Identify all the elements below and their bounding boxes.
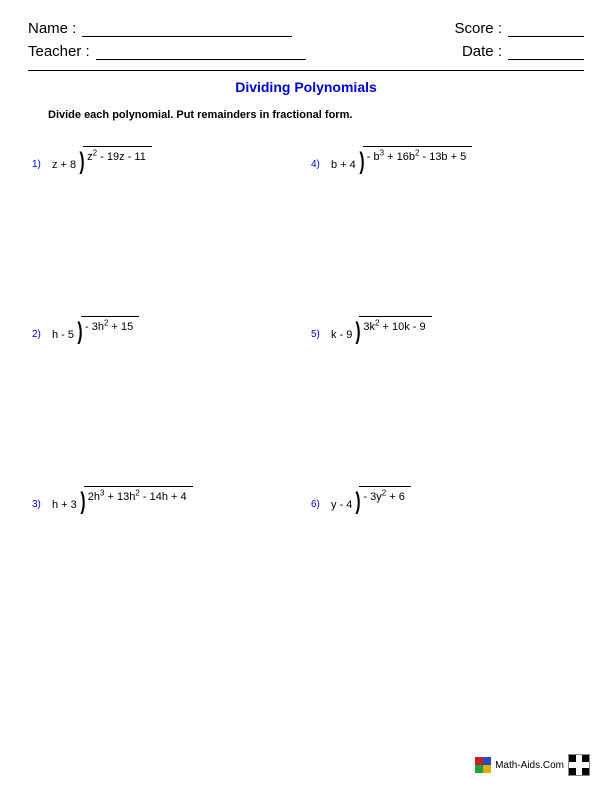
name-field: Name : [28, 20, 292, 37]
footer-site: Math-Aids.Com [495, 760, 564, 771]
problem-number: 4) [311, 149, 331, 170]
teacher-field: Teacher : [28, 43, 306, 60]
score-label: Score : [454, 20, 502, 37]
score-field: Score : [454, 20, 584, 37]
teacher-label: Teacher : [28, 43, 90, 60]
problem: 2)h - 5 )- 3h2 + 15 [32, 319, 301, 489]
logo-icon [475, 757, 491, 773]
division-expr: y - 4 )- 3y2 + 6 [331, 489, 411, 511]
qr-icon [568, 754, 590, 776]
problem-number: 2) [32, 319, 52, 340]
problem: 5)k - 9 )3k2 + 10k - 9 [311, 319, 580, 489]
divisor: k - 9 [331, 321, 354, 341]
teacher-line[interactable] [96, 46, 306, 60]
problem: 4)b + 4 )- b3 + 16b2 - 13b + 5 [311, 149, 580, 319]
division-expr: z + 8 )z2 - 19z - 11 [52, 149, 152, 171]
footer: Math-Aids.Com [475, 754, 590, 776]
name-label: Name : [28, 20, 76, 37]
dividend: z2 - 19z - 11 [83, 146, 152, 163]
dividend: 2h3 + 13h2 - 14h + 4 [84, 486, 193, 503]
date-label: Date : [462, 43, 502, 60]
name-line[interactable] [82, 23, 292, 37]
dividend: - 3h2 + 15 [81, 316, 139, 333]
division-bracket-icon: ) [356, 322, 361, 342]
divisor: y - 4 [331, 491, 354, 511]
problem-number: 5) [311, 319, 331, 340]
division-expr: b + 4 )- b3 + 16b2 - 13b + 5 [331, 149, 472, 171]
problem: 3)h + 3 )2h3 + 13h2 - 14h + 4 [32, 489, 301, 659]
divisor: h + 3 [52, 491, 79, 511]
division-expr: h - 5 )- 3h2 + 15 [52, 319, 139, 341]
problem-number: 6) [311, 489, 331, 510]
division-bracket-icon: ) [77, 322, 82, 342]
score-line[interactable] [508, 23, 584, 37]
division-expr: h + 3 )2h3 + 13h2 - 14h + 4 [52, 489, 193, 511]
problem: 1)z + 8 )z2 - 19z - 11 [32, 149, 301, 319]
divisor: b + 4 [331, 151, 358, 171]
header-divider [28, 70, 584, 71]
date-field: Date : [462, 43, 584, 60]
instruction-text: Divide each polynomial. Put remainders i… [48, 109, 584, 121]
division-bracket-icon: ) [80, 492, 85, 512]
division-expr: k - 9 )3k2 + 10k - 9 [331, 319, 432, 341]
problems-grid: 1)z + 8 )z2 - 19z - 114)b + 4 )- b3 + 16… [28, 149, 584, 659]
divisor: z + 8 [52, 151, 78, 171]
dividend: - 3y2 + 6 [359, 486, 410, 503]
division-bracket-icon: ) [80, 152, 85, 172]
dividend: - b3 + 16b2 - 13b + 5 [363, 146, 472, 163]
dividend: 3k2 + 10k - 9 [359, 316, 431, 333]
divisor: h - 5 [52, 321, 76, 341]
problem-number: 1) [32, 149, 52, 170]
problem: 6)y - 4 )- 3y2 + 6 [311, 489, 580, 659]
page-title: Dividing Polynomials [28, 79, 584, 95]
date-line[interactable] [508, 46, 584, 60]
problem-number: 3) [32, 489, 52, 510]
division-bracket-icon: ) [356, 492, 361, 512]
division-bracket-icon: ) [359, 152, 364, 172]
